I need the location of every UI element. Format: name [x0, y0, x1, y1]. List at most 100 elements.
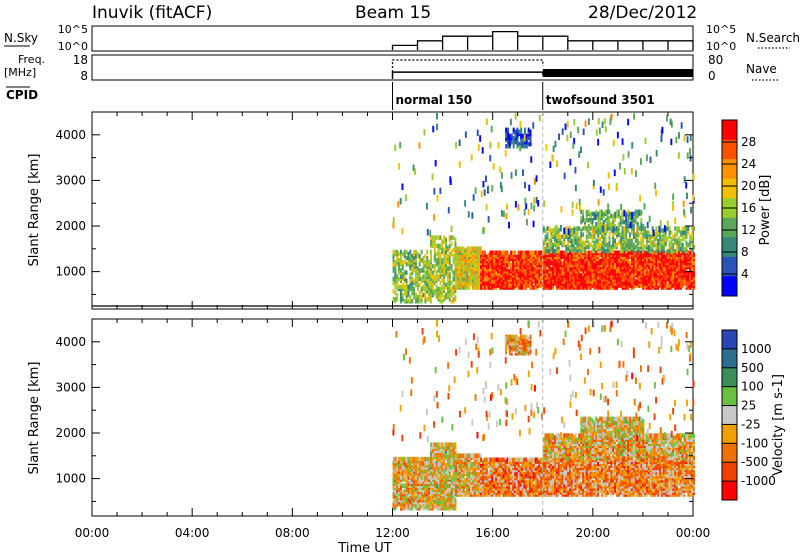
heatmap-cell	[616, 131, 619, 139]
heatmap-cell	[420, 475, 423, 480]
heatmap-cell	[535, 197, 538, 204]
heatmap-cell	[400, 268, 402, 273]
heatmap-cell	[631, 222, 633, 227]
heatmap-cell	[430, 280, 432, 286]
heatmap-cell	[400, 253, 402, 259]
heatmap-cell	[396, 456, 399, 462]
heatmap-cell	[554, 236, 556, 242]
heatmap-cell	[476, 129, 479, 137]
heatmap-cell	[591, 211, 594, 217]
heatmap-cell	[555, 224, 558, 232]
heatmap-cell	[569, 254, 571, 260]
heatmap-cell	[436, 123, 438, 131]
heatmap-cell	[439, 274, 442, 279]
heatmap-cell	[629, 250, 631, 255]
heatmap-cell	[415, 456, 417, 462]
heatmap-cell	[640, 222, 643, 227]
heatmap-cell	[634, 266, 637, 272]
heatmap-cell	[602, 232, 605, 237]
heatmap-cell	[608, 248, 611, 254]
heatmap-cell	[468, 453, 471, 458]
heatmap-cell	[480, 275, 482, 280]
heatmap-cell	[452, 253, 455, 259]
heatmap-cell	[508, 137, 511, 143]
heatmap-cell	[582, 281, 585, 286]
heatmap-cell	[634, 213, 637, 219]
heatmap-cell	[693, 260, 695, 266]
heatmap-cell	[520, 127, 523, 133]
colorbar-tick-label: 12	[741, 223, 756, 237]
heatmap-cell	[407, 299, 410, 304]
heatmap-cell	[409, 456, 412, 462]
heatmap-cell	[483, 457, 486, 462]
heatmap-cell	[431, 235, 434, 240]
heatmap-cell	[578, 226, 581, 231]
heatmap-cell	[644, 244, 647, 250]
heatmap-cell	[636, 250, 639, 255]
heatmap-cell	[614, 217, 616, 223]
heatmap-cell	[516, 127, 519, 133]
heatmap-cell	[602, 225, 605, 232]
heatmap-cell	[445, 260, 447, 265]
heatmap-cell	[464, 273, 467, 278]
heatmap-cell	[392, 221, 395, 229]
heatmap-cell	[631, 238, 633, 244]
heatmap-cell	[646, 250, 648, 255]
heatmap-cell	[479, 246, 482, 251]
heatmap-cell	[589, 211, 592, 217]
heatmap-cell	[619, 215, 622, 221]
heatmap-cell	[565, 230, 568, 235]
heatmap-cell	[400, 284, 402, 290]
heatmap-cell	[534, 250, 537, 255]
heatmap-cell	[642, 232, 645, 237]
heatmap-cell	[683, 254, 686, 260]
heatmap-cell	[554, 248, 556, 254]
heatmap-cell	[523, 209, 526, 216]
heatmap-cell	[565, 244, 568, 250]
heatmap-cell	[400, 493, 402, 499]
heatmap-cell	[619, 279, 622, 284]
heatmap-cell	[635, 170, 637, 177]
heatmap-cell	[565, 226, 568, 231]
heatmap-cell	[448, 272, 451, 277]
heatmap-cell	[507, 127, 509, 133]
heatmap-cell	[643, 203, 646, 210]
heatmap-cell	[602, 211, 605, 217]
heatmap-cell	[540, 275, 543, 280]
heatmap-cell	[433, 268, 436, 273]
heatmap-cell	[582, 209, 585, 215]
heatmap-cell	[614, 256, 616, 262]
heatmap-cell	[483, 482, 486, 487]
heatmap-cell	[460, 246, 463, 251]
heatmap-cell	[679, 252, 682, 257]
heatmap-cell	[525, 133, 528, 139]
heatmap-cell	[608, 215, 611, 221]
heatmap-cell	[447, 280, 449, 286]
heatmap-cell	[569, 158, 572, 166]
heatmap-cell	[636, 227, 639, 235]
heatmap-cell	[401, 183, 404, 190]
heatmap-cell	[678, 132, 680, 139]
heatmap-cell	[454, 241, 457, 247]
heatmap-cell	[482, 471, 484, 477]
nave-series-line	[391, 59, 544, 73]
heatmap-cell	[482, 181, 485, 188]
y-tick-label: 3000	[55, 173, 86, 187]
heatmap-cell	[429, 230, 432, 237]
heatmap-cell	[658, 225, 661, 233]
heatmap-cell	[435, 270, 438, 275]
heatmap-cell	[403, 284, 406, 290]
heatmap-cell	[648, 215, 651, 223]
heatmap-cell	[582, 275, 585, 280]
heatmap-cell	[555, 234, 558, 239]
heatmap-cell	[398, 456, 400, 462]
heatmap-cell	[587, 217, 590, 223]
heatmap-cell	[689, 148, 691, 155]
heatmap-cell	[651, 244, 654, 250]
heatmap-cell	[514, 133, 517, 139]
heatmap-cell	[655, 232, 658, 237]
heatmap-cell	[636, 213, 639, 219]
heatmap-cell	[545, 144, 548, 151]
heatmap-cell	[634, 209, 637, 215]
